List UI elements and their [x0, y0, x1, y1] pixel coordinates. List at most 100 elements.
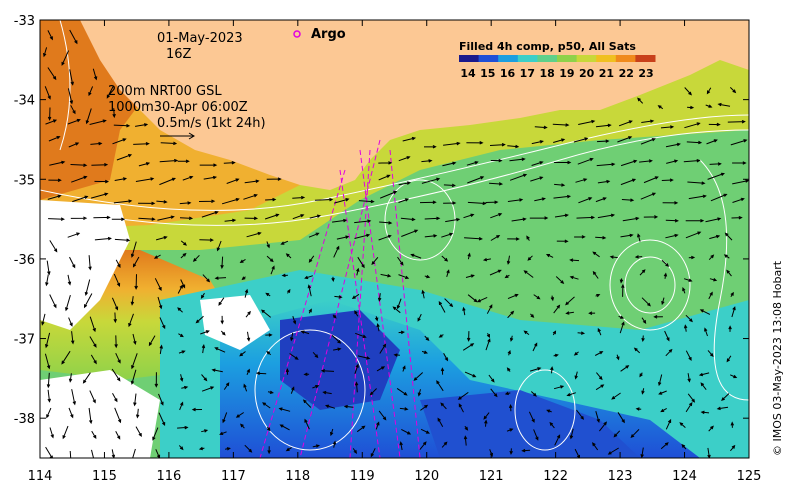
current-arrow — [290, 386, 295, 394]
current-arrow — [312, 351, 319, 359]
current-arrow — [214, 347, 226, 353]
current-arrow — [246, 231, 262, 238]
current-arrow — [90, 354, 97, 365]
current-arrow — [708, 425, 714, 432]
current-arrow — [596, 372, 603, 381]
current-arrow — [578, 119, 596, 125]
current-arrow — [436, 380, 444, 392]
current-arrow — [706, 87, 712, 95]
current-arrow — [49, 294, 57, 309]
current-arrow — [681, 443, 687, 450]
current-arrow — [240, 423, 245, 429]
current-arrow — [420, 428, 430, 434]
current-arrow — [159, 344, 163, 355]
current-arrow — [211, 368, 223, 373]
current-arrow — [156, 200, 168, 204]
current-arrow — [179, 201, 192, 205]
current-arrow — [331, 334, 342, 344]
current-arrow — [597, 327, 602, 336]
current-arrow — [440, 367, 445, 375]
current-arrow — [220, 330, 226, 336]
current-arrow — [48, 178, 62, 183]
current-arrow — [235, 412, 244, 418]
current-arrow — [549, 421, 555, 429]
current-arrow — [621, 198, 635, 202]
current-arrow — [47, 67, 57, 81]
current-arrow — [595, 384, 605, 391]
current-arrow — [707, 350, 714, 357]
current-arrow — [398, 274, 410, 279]
credit-text: © IMOS 03-May-2023 13:08 Hobart — [771, 260, 784, 456]
current-arrow — [508, 403, 513, 412]
current-arrow — [530, 391, 537, 397]
current-arrow — [574, 235, 586, 239]
current-arrow — [379, 221, 393, 225]
current-arrow — [704, 327, 708, 337]
x-tick-label: 122 — [543, 469, 568, 484]
current-arrow — [128, 313, 134, 328]
current-arrow — [687, 393, 696, 403]
x-tick-label: 114 — [28, 469, 53, 484]
current-arrow — [116, 154, 133, 161]
current-arrow — [641, 317, 647, 324]
current-arrow — [68, 407, 74, 419]
current-arrow — [135, 408, 140, 419]
current-arrow — [410, 253, 422, 259]
current-arrow — [378, 161, 393, 165]
current-arrow — [732, 179, 749, 185]
current-arrow — [688, 255, 696, 260]
current-arrow — [199, 163, 218, 167]
current-source-line1: 200m NRT00 GSL — [108, 84, 222, 99]
current-arrow — [198, 446, 205, 451]
x-tick-label: 118 — [285, 469, 310, 484]
current-arrow — [244, 216, 259, 221]
current-arrow — [354, 233, 371, 239]
current-arrow — [376, 366, 386, 372]
current-arrow — [354, 219, 372, 224]
current-arrow — [331, 276, 335, 283]
current-arrow — [111, 368, 121, 382]
current-arrow — [224, 218, 237, 223]
current-arrow — [490, 388, 498, 398]
current-arrow — [639, 159, 653, 163]
current-arrow — [531, 140, 544, 145]
current-arrow — [160, 141, 178, 146]
current-arrow — [401, 428, 412, 435]
current-arrow — [308, 255, 315, 263]
current-arrow — [179, 401, 184, 411]
current-arrow — [195, 315, 204, 324]
current-arrow — [266, 350, 272, 356]
current-arrow — [158, 412, 166, 427]
current-arrow — [708, 291, 713, 300]
y-tick-label: -38 — [14, 412, 35, 427]
current-arrow — [506, 428, 514, 432]
current-arrow — [223, 382, 230, 390]
current-arrow — [280, 240, 289, 245]
current-arrow — [618, 120, 633, 127]
current-arrow — [463, 435, 468, 446]
current-arrow — [730, 421, 735, 428]
current-arrow — [333, 245, 340, 258]
current-arrow — [617, 136, 633, 143]
current-arrow — [178, 333, 184, 338]
current-arrow — [45, 446, 53, 458]
current-arrow — [523, 330, 530, 336]
current-arrow — [511, 217, 527, 222]
current-arrow — [219, 431, 227, 435]
current-arrow — [179, 374, 184, 382]
current-arrow — [223, 160, 236, 165]
current-arrow — [216, 240, 222, 252]
current-arrow — [191, 407, 203, 412]
current-arrow — [70, 331, 75, 345]
current-arrow — [300, 330, 310, 335]
current-arrow — [553, 304, 561, 314]
current-arrow — [152, 427, 159, 441]
current-arrow — [241, 276, 246, 281]
current-arrow — [71, 175, 88, 183]
current-arrow — [200, 292, 205, 299]
current-arrow — [352, 448, 358, 454]
current-arrow — [509, 335, 514, 342]
colorbar-swatch — [498, 55, 519, 62]
current-arrow — [633, 347, 641, 354]
current-arrow — [509, 448, 513, 455]
